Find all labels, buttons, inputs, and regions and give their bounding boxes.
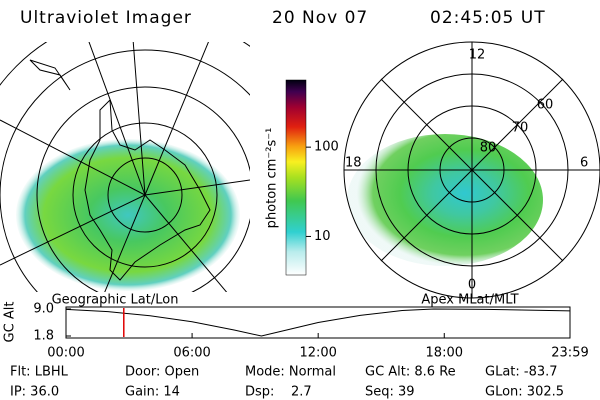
- map-label: Geographic Lat/Lon: [52, 293, 179, 308]
- map-label: Apex MLat/MLT: [421, 293, 518, 308]
- status-field: Seq: 39: [365, 385, 415, 400]
- y-tick-label: 9.0: [33, 302, 54, 317]
- instrument: Ultraviolet Imager: [20, 8, 192, 28]
- coastline: [29, 59, 211, 281]
- mlt-label: 6: [580, 156, 588, 171]
- status-field: Mode: Normal: [245, 365, 336, 380]
- lat-label: 80: [480, 141, 497, 156]
- status-field: Flt: LBHL: [10, 365, 69, 380]
- status-field: Dsp: 2.7: [245, 385, 312, 400]
- map-grid: [0, 42, 250, 292]
- x-tick-label: 06:00: [173, 346, 210, 361]
- status-field: GC Alt: 8.6 Re: [365, 365, 456, 380]
- polar-grid: [343, 41, 600, 299]
- x-tick-label: 23:59: [551, 346, 588, 361]
- mlt-label: 0: [468, 278, 476, 293]
- mlt-label: 12: [469, 48, 486, 63]
- x-tick-label: 12:00: [299, 346, 336, 361]
- altitude-label: GC Alt: [3, 302, 18, 343]
- aurora-image: [16, 139, 240, 291]
- status-field: Door: Open: [125, 365, 199, 380]
- altitude-curve: [65, 308, 571, 337]
- lat-label: 70: [512, 121, 529, 136]
- status-field: Gain: 14: [125, 385, 180, 400]
- status-field: GLon: 302.5: [485, 385, 564, 400]
- colorbar-tick-label: 10: [314, 229, 331, 244]
- x-tick-label: 00:00: [47, 346, 84, 361]
- status-field: IP: 36.0: [10, 385, 59, 400]
- time: 02:45:05 UT: [430, 8, 546, 28]
- status-field: GLat: -83.7: [485, 365, 558, 380]
- x-tick-label: 18:00: [426, 346, 463, 361]
- date: 20 Nov 07: [272, 8, 368, 28]
- magnetic-map: 12 6 0 18 60 70 80: [343, 41, 600, 299]
- y-tick-label: 1.8: [33, 329, 54, 344]
- colorbar: [285, 79, 307, 276]
- colorbar-label: photon cm⁻²s⁻¹: [265, 128, 280, 229]
- colorbar-tick-label: 100: [314, 140, 339, 155]
- lat-label: 60: [537, 98, 554, 113]
- aurora-image: [347, 134, 543, 266]
- mlt-label: 18: [345, 156, 362, 171]
- geographic-map: [0, 42, 250, 292]
